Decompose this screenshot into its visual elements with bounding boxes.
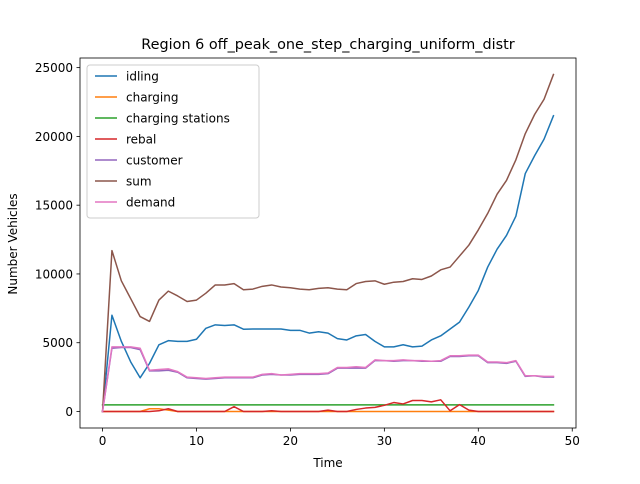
- y-tick-label: 20000: [35, 130, 73, 144]
- y-tick-label: 25000: [35, 61, 73, 75]
- x-tick-label: 0: [99, 434, 107, 448]
- series-line-demand: [101, 346, 555, 413]
- y-tick-label: 0: [65, 405, 73, 419]
- legend-label-sum: sum: [126, 175, 152, 189]
- legend-label-rebal: rebal: [126, 133, 156, 147]
- legend-frame: [86, 64, 260, 219]
- series-line-idling: [101, 114, 555, 413]
- y-tick-label: 15000: [35, 199, 73, 213]
- series-line-sum: [101, 73, 555, 413]
- y-tick-label: 10000: [35, 267, 73, 281]
- legend-label-demand: demand: [126, 196, 175, 210]
- y-axis-label: Number Vehicles: [6, 193, 20, 294]
- x-axis-label: Time: [312, 456, 342, 470]
- x-tick-label: 40: [471, 434, 486, 448]
- series-line-rebal: [101, 399, 555, 413]
- plot-area: 0 10 20 30 40 50 0 5000 10000 15000 20000 25000 idli…: [35, 57, 580, 448]
- series-lines: [101, 73, 555, 413]
- x-tick-label: 10: [189, 434, 204, 448]
- legend-label-charging: charging: [126, 91, 178, 105]
- x-tick-label: 50: [565, 434, 580, 448]
- x-tick-label: 20: [283, 434, 298, 448]
- legend-label-idling: idling: [126, 70, 159, 84]
- y-tick-label: 5000: [42, 336, 73, 350]
- x-tick-label: 30: [377, 434, 392, 448]
- legend-label-customer: customer: [126, 154, 183, 168]
- axes-frame: [79, 57, 577, 429]
- legend-label-charging-stations: charging stations: [126, 112, 230, 126]
- chart-title: Region 6 off_peak_one_step_charging_unif…: [141, 37, 514, 53]
- legend: idling charging charging stations rebal cust…: [86, 64, 260, 219]
